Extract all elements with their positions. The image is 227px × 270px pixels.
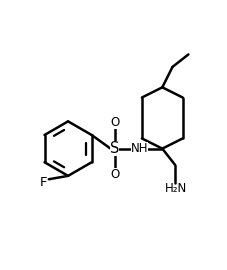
Text: O: O [110, 116, 119, 129]
Text: F: F [39, 176, 47, 189]
Text: H₂N: H₂N [165, 182, 187, 195]
Text: S: S [110, 141, 119, 156]
Text: O: O [110, 168, 119, 181]
Text: NH: NH [131, 142, 148, 155]
